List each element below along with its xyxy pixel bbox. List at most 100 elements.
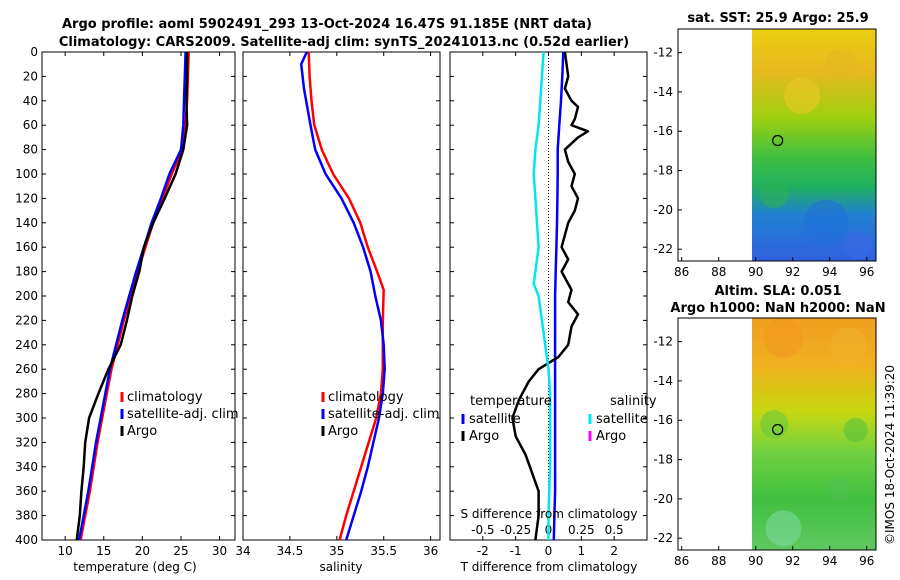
sla_map-texture-blob (765, 510, 802, 547)
sla_map-xtick-label: 86 (674, 554, 689, 568)
salinity-legend-label: climatology (328, 390, 404, 405)
difference-legend-label: Argo (596, 429, 626, 444)
sla_map-axes-frame (677, 317, 877, 551)
difference-series-argo-t (511, 51, 590, 541)
figure-title-line2: Climatology: CARS2009. Satellite-adj cli… (59, 35, 629, 50)
difference-x2tick-label: 0.25 (568, 523, 595, 537)
sst_map-texture-blob (783, 77, 820, 114)
difference-xtick-label: -2 (477, 544, 489, 558)
salinity-xtick-label: 36 (423, 544, 438, 558)
temperature-ytick-label: 360 (15, 484, 38, 498)
temperature-ytick-label: 80 (23, 143, 38, 157)
sla-map-title-line2: Argo h1000: NaN h2000: NaN (670, 301, 885, 316)
temperature-ytick-label: 100 (15, 167, 38, 181)
temperature-axes-frame (41, 51, 236, 541)
difference-xtick-label: 0 (545, 544, 553, 558)
difference-xtick-label: -1 (510, 544, 522, 558)
temperature-xlabel: temperature (deg C) (73, 560, 196, 574)
sla_map-ytick-label: -12 (653, 335, 673, 349)
temperature-ytick-label: 240 (15, 338, 38, 352)
temperature-ytick-label: 0 (30, 45, 38, 59)
sst-map-panel: 86 88 90 92 94 96 -12 -14 -16 -18 -20 -22 (653, 28, 877, 279)
difference-legend-label: Argo (469, 429, 499, 444)
sst_map-ytick-label: -12 (653, 46, 673, 60)
sst_map-texture-blob (843, 231, 872, 260)
salinity-xtick-label: 34.5 (277, 544, 304, 558)
difference-xtick-label: 1 (578, 544, 586, 558)
temperature-legend-label: Argo (127, 424, 157, 439)
sla_map-xtick-label: 94 (822, 554, 837, 568)
temperature-series-argo (75, 52, 189, 541)
sla_map-texture-blob (830, 327, 867, 364)
sla_map-ytick-label: -14 (653, 374, 673, 388)
sla_map-ytick-label: -20 (653, 492, 673, 506)
sla_map-xtick-label: 96 (859, 554, 874, 568)
sst_map-ytick-label: -16 (653, 124, 673, 138)
sst_map-xtick-label: 94 (822, 265, 837, 279)
sst_map-axes-frame (677, 28, 877, 262)
temperature-xtick-label: 10 (58, 544, 73, 558)
temperature-ytick-label: 20 (23, 69, 38, 83)
difference-legend-label: satellite (469, 412, 521, 427)
temperature-ytick-label: 40 (23, 94, 38, 108)
temperature-ytick-label: 60 (23, 118, 38, 132)
sla_map-texture-blob (843, 418, 868, 443)
temperature-panel: 0 20 40 60 80 100 120 140 160 180 200 220 240 260 280 3… (15, 45, 239, 558)
temperature-legend-label: satellite-adj. clim (127, 407, 239, 422)
sst_map-ytick-label: -14 (653, 85, 673, 99)
sst_map-texture-blob (824, 48, 857, 81)
temperature-legend-label: climatology (127, 390, 203, 405)
sla_map-xtick-label: 90 (748, 554, 763, 568)
sla_map-texture-blob (826, 477, 851, 502)
sla-map-title-line1: Altim. SLA: 0.051 (715, 284, 842, 299)
salinity-xtick-label: 35 (329, 544, 344, 558)
figure-title-line1: Argo profile: aoml 5902491_293 13-Oct-20… (62, 17, 592, 32)
temperature-ytick-label: 300 (15, 411, 38, 425)
difference-x2label: S difference from climatology (461, 507, 638, 521)
difference-xtick-label: 2 (610, 544, 618, 558)
sst_map-argo-marker (772, 134, 784, 147)
sst_map-xtick-label: 86 (674, 265, 689, 279)
temperature-ytick-label: 220 (15, 313, 38, 327)
difference-x2tick-label: -0.5 (471, 523, 494, 537)
sla_map-texture-blob (763, 318, 804, 358)
salinity-xlabel: salinity (319, 560, 362, 574)
temperature-xtick-label: 30 (212, 544, 227, 558)
sla-map-panel: 86 88 90 92 94 96 -12 -14 -16 -18 -20 -22 (653, 317, 877, 568)
difference-x2tick-label: -0.25 (500, 523, 531, 537)
difference-legend-temperature-title: temperature (470, 394, 552, 409)
sla_map-xtick-label: 92 (785, 554, 800, 568)
salinity-series-climatology (307, 51, 385, 541)
sst_map-texture-blob (760, 180, 789, 209)
sst_map-ytick-label: -18 (653, 164, 673, 178)
sla_map-ytick-label: -22 (653, 531, 673, 545)
sst_map-xtick-label: 88 (711, 265, 726, 279)
temperature-ytick-label: 400 (15, 533, 38, 547)
temperature-ytick-label: 340 (15, 460, 38, 474)
salinity-xtick-label: 35.5 (370, 544, 397, 558)
salinity-axes-frame (242, 51, 441, 541)
difference-xlabel: T difference from climatology (460, 560, 638, 574)
temperature-series-satellite-adj-clim (77, 51, 187, 541)
sst_map-ytick-label: -20 (653, 203, 673, 217)
sla_map-ytick-label: -16 (653, 413, 673, 427)
temperature-ytick-label: 180 (15, 265, 38, 279)
salinity-legend-label: satellite-adj. clim (328, 407, 440, 422)
temperature-ytick-label: 200 (15, 289, 38, 303)
temperature-ytick-label: 160 (15, 240, 38, 254)
temperature-xtick-label: 25 (173, 544, 188, 558)
difference-series-satellite-s (532, 51, 552, 540)
sst_map-ytick-label: -22 (653, 242, 673, 256)
sst-map-title: sat. SST: 25.9 Argo: 25.9 (687, 11, 868, 26)
temperature-ytick-label: 140 (15, 216, 38, 230)
difference-legend-label: satellite (596, 412, 648, 427)
salinity-series-satellite-adj-clim (299, 51, 386, 541)
temperature-xtick-label: 20 (135, 544, 150, 558)
sla_map-argo-marker (772, 423, 784, 436)
sla_map-texture-blob (760, 410, 789, 439)
temperature-xtick-label: 15 (96, 544, 111, 558)
salinity-legend-label: Argo (328, 424, 358, 439)
difference-legend-salinity-title: salinity (610, 394, 657, 409)
sst_map-xtick-label: 90 (748, 265, 763, 279)
